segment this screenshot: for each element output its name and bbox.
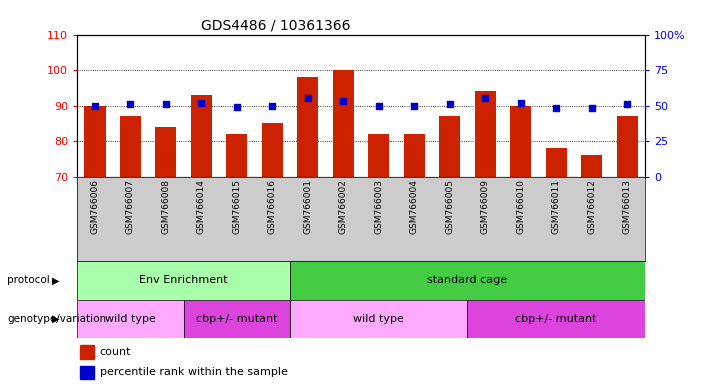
Bar [226, 134, 247, 177]
Point [373, 103, 384, 109]
Point [409, 103, 420, 109]
Bar [77, 300, 184, 338]
Point [161, 101, 172, 107]
Text: GSM766005: GSM766005 [445, 179, 454, 234]
Bar [80, 366, 94, 379]
Bar [120, 116, 141, 177]
Text: GSM766012: GSM766012 [587, 179, 596, 234]
Bar [581, 155, 602, 177]
Text: GSM766001: GSM766001 [304, 179, 312, 234]
Text: GSM766010: GSM766010 [516, 179, 525, 234]
Text: count: count [100, 347, 131, 357]
Bar [261, 123, 283, 177]
Bar [468, 300, 645, 338]
Text: GSM766006: GSM766006 [90, 179, 100, 234]
Text: GSM766008: GSM766008 [161, 179, 170, 234]
Text: cbp+/- mutant: cbp+/- mutant [196, 314, 278, 324]
Bar [290, 300, 468, 338]
Point [338, 98, 349, 104]
Bar [297, 77, 318, 177]
Text: GSM766007: GSM766007 [126, 179, 135, 234]
Point [444, 101, 456, 107]
Text: GSM766013: GSM766013 [622, 179, 632, 234]
Text: GSM766015: GSM766015 [232, 179, 241, 234]
Text: standard cage: standard cage [428, 275, 508, 285]
Text: ▶: ▶ [52, 275, 60, 285]
Point [550, 105, 562, 111]
Point [196, 100, 207, 106]
Text: GSM766002: GSM766002 [339, 179, 348, 234]
Text: ▶: ▶ [52, 314, 60, 324]
Point [266, 103, 278, 109]
Title: GDS4486 / 10361366: GDS4486 / 10361366 [201, 18, 350, 32]
Point [622, 101, 633, 107]
Point [515, 100, 526, 106]
Point [89, 103, 100, 109]
Text: GSM766009: GSM766009 [481, 179, 490, 234]
Text: GSM766011: GSM766011 [552, 179, 561, 234]
Point [302, 95, 313, 101]
Text: wild type: wild type [353, 314, 404, 324]
Bar [475, 91, 496, 177]
Bar [77, 261, 290, 300]
Point [231, 104, 243, 110]
Bar [191, 95, 212, 177]
Bar [404, 134, 425, 177]
Text: protocol: protocol [7, 275, 50, 285]
Bar [368, 134, 390, 177]
Text: Env Enrichment: Env Enrichment [139, 275, 228, 285]
Text: cbp+/- mutant: cbp+/- mutant [515, 314, 597, 324]
Bar [439, 116, 461, 177]
Text: GSM766003: GSM766003 [374, 179, 383, 234]
Text: wild type: wild type [105, 314, 156, 324]
Point [586, 105, 597, 111]
Bar [545, 148, 567, 177]
Bar [80, 345, 94, 359]
Bar [290, 261, 645, 300]
Point [125, 101, 136, 107]
Text: GSM766016: GSM766016 [268, 179, 277, 234]
Text: GSM766014: GSM766014 [197, 179, 206, 234]
Text: GSM766004: GSM766004 [410, 179, 418, 234]
Bar [84, 106, 105, 177]
Bar [510, 106, 531, 177]
Bar [184, 300, 290, 338]
Bar [155, 127, 177, 177]
Point [479, 95, 491, 101]
Text: percentile rank within the sample: percentile rank within the sample [100, 367, 287, 377]
Bar [333, 70, 354, 177]
Bar [617, 116, 638, 177]
Text: genotype/variation: genotype/variation [7, 314, 106, 324]
